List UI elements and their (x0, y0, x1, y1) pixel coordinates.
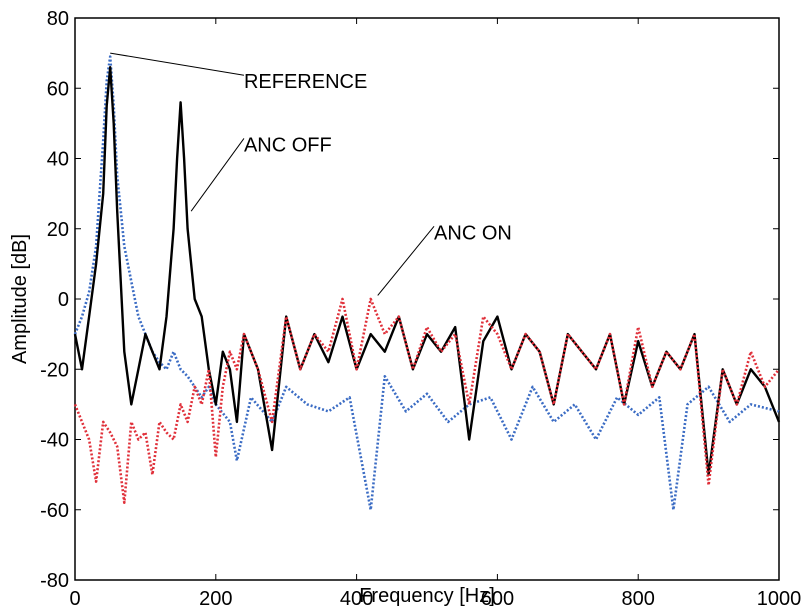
y-tick-label: 0 (58, 289, 69, 311)
annotation-label: REFERENCE (244, 71, 367, 93)
y-tick-label: 20 (47, 219, 69, 241)
x-tick-label: 200 (199, 588, 232, 610)
plot-area (74, 17, 780, 581)
series-line-reference (73, 55, 780, 512)
x-axis-label: Frequency [Hz] (359, 585, 495, 607)
y-axis-label: Amplitude [dB] (9, 234, 31, 364)
annotation-leader-line (110, 52, 245, 76)
x-tick-label: 800 (622, 588, 655, 610)
annotation-label: ANC ON (434, 222, 512, 244)
x-tick-label: 1000 (757, 588, 802, 610)
x-tick-label: 600 (481, 588, 514, 610)
annotation-leader-line (190, 138, 245, 212)
annotation-leader-line (377, 225, 435, 296)
y-tick-label: -20 (40, 359, 69, 381)
x-tick-label: 400 (340, 588, 373, 610)
tick-layer: 0 200 400 600 800 1000 -80 -60 -40 -20 0 20 40 60 80 (40, 8, 801, 610)
y-tick-label: 80 (47, 8, 69, 30)
y-tick-label: -40 (40, 430, 69, 452)
annotation-label: ANC OFF (244, 134, 332, 156)
y-tick-label: -80 (40, 570, 69, 592)
y-tick-label: 40 (47, 149, 69, 171)
series-layer (73, 55, 781, 512)
y-tick-label: 60 (47, 78, 69, 100)
y-tick-label: -60 (40, 500, 69, 522)
series-line-anc-on (73, 297, 781, 504)
annotation-layer: REFERENCE ANC OFF ANC ON (110, 52, 512, 296)
x-tick-label: 0 (69, 588, 80, 610)
